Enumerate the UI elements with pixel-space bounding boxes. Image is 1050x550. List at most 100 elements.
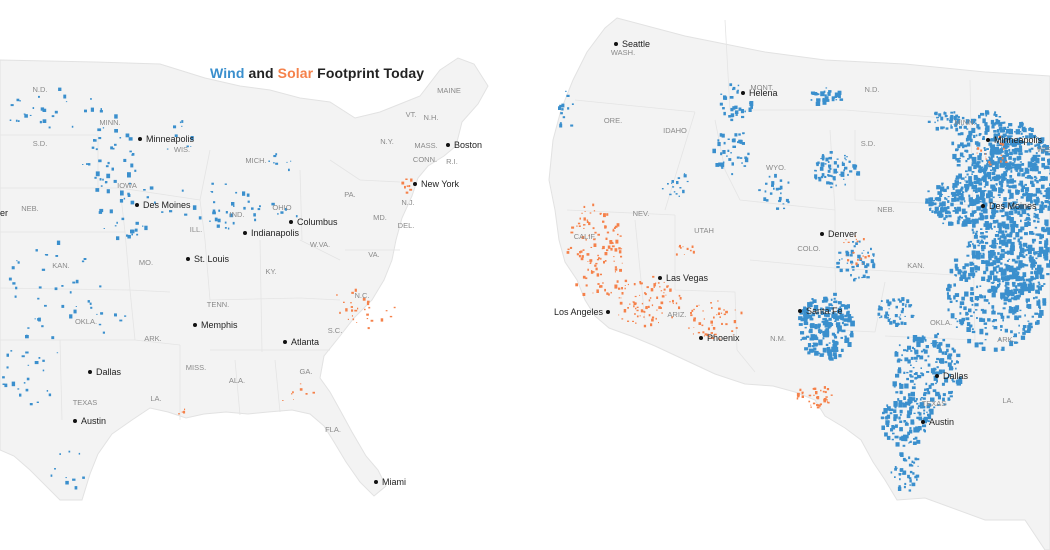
wind-patch — [994, 122, 998, 125]
wind-patch — [1019, 180, 1024, 186]
wind-patch — [1007, 145, 1010, 148]
wind-patch — [824, 323, 828, 328]
solar-patch — [801, 395, 804, 398]
wind-patch — [1000, 312, 1004, 317]
solar-patch — [683, 254, 685, 255]
wind-patch — [1030, 127, 1034, 132]
city-label-dallas: Dallas — [943, 371, 969, 381]
wind-patch — [1022, 136, 1025, 138]
wind-patch — [827, 348, 831, 353]
wind-patch — [23, 113, 26, 115]
wind-patch — [1042, 301, 1047, 306]
wind-patch — [933, 343, 937, 346]
wind-patch — [902, 444, 906, 447]
solar-patch — [824, 391, 827, 394]
wind-patch — [1033, 219, 1036, 223]
wind-patch — [1009, 276, 1012, 279]
wind-patch — [749, 101, 754, 107]
wind-patch — [1040, 234, 1044, 239]
wind-patch — [559, 104, 562, 107]
solar-patch — [988, 161, 991, 164]
wind-patch — [992, 260, 997, 265]
wind-patch — [900, 310, 904, 314]
wind-patch — [828, 342, 831, 344]
solar-patch — [816, 404, 820, 407]
solar-patch — [578, 254, 581, 258]
wind-patch — [123, 197, 126, 200]
wind-patch — [1008, 210, 1014, 216]
solar-patch — [989, 163, 992, 166]
wind-patch — [963, 270, 967, 274]
wind-patch — [1031, 156, 1035, 161]
wind-patch — [991, 320, 995, 323]
wind-patch — [852, 269, 855, 271]
wind-patch — [840, 348, 844, 352]
solar-patch — [698, 322, 702, 325]
wind-patch — [998, 182, 1002, 184]
wind-patch — [277, 213, 279, 215]
wind-patch — [999, 143, 1003, 146]
wind-patch — [921, 336, 926, 340]
wind-patch — [1022, 287, 1026, 291]
wind-patch — [1027, 194, 1030, 197]
wind-patch — [561, 103, 565, 108]
wind-patch — [6, 353, 9, 357]
solar-patch — [647, 305, 650, 308]
wind-patch — [966, 142, 971, 147]
solar-patch — [282, 400, 284, 401]
wind-patch — [962, 271, 967, 278]
wind-patch — [915, 376, 919, 379]
wind-patch — [1009, 241, 1012, 243]
wind-patch — [985, 225, 990, 230]
wind-patch — [42, 108, 47, 112]
wind-patch — [862, 274, 866, 278]
wind-patch — [983, 295, 986, 299]
wind-patch — [1006, 260, 1009, 262]
wind-patch — [1012, 201, 1017, 205]
wind-patch — [44, 304, 47, 307]
wind-patch — [979, 285, 982, 287]
wind-patch — [61, 304, 65, 308]
solar-patch — [633, 301, 635, 303]
wind-patch — [997, 284, 1001, 287]
solar-patch — [299, 388, 303, 391]
wind-patch — [1006, 239, 1010, 244]
wind-patch — [902, 457, 906, 462]
wind-patch — [1021, 173, 1025, 177]
wind-patch — [927, 355, 930, 358]
solar-patch — [855, 238, 857, 240]
state-label-nd: N.D. — [865, 85, 880, 94]
wind-patch — [996, 144, 999, 147]
wind-patch — [998, 338, 1001, 340]
wind-patch — [925, 198, 929, 202]
state-label-mich: MICH. — [245, 156, 266, 165]
wind-patch — [1010, 297, 1015, 300]
wind-patch — [1045, 224, 1049, 227]
wind-patch — [98, 211, 103, 214]
solar-patch — [1005, 161, 1008, 163]
wind-patch — [841, 321, 844, 325]
wind-patch — [944, 351, 948, 355]
wind-patch — [945, 215, 948, 219]
wind-patch — [1026, 175, 1031, 179]
wind-patch — [884, 432, 888, 437]
wind-patch — [998, 227, 1002, 231]
wind-patch — [998, 127, 1003, 131]
wind-patch — [931, 201, 934, 205]
wind-patch — [102, 331, 105, 334]
wind-patch — [828, 303, 832, 306]
wind-patch — [1025, 286, 1028, 290]
wind-patch — [911, 405, 914, 409]
wind-patch — [1028, 279, 1032, 283]
wind-patch — [899, 390, 903, 395]
city-label-helena: Helena — [749, 88, 778, 98]
wind-patch — [825, 157, 829, 162]
wind-patch — [937, 393, 941, 396]
wind-patch — [723, 111, 726, 116]
wind-patch — [945, 210, 950, 214]
wind-patch — [955, 300, 958, 303]
state-label-minn: MINN. — [99, 118, 120, 127]
wind-patch — [967, 241, 970, 245]
wind-patch — [988, 253, 992, 259]
wind-patch — [50, 474, 53, 477]
